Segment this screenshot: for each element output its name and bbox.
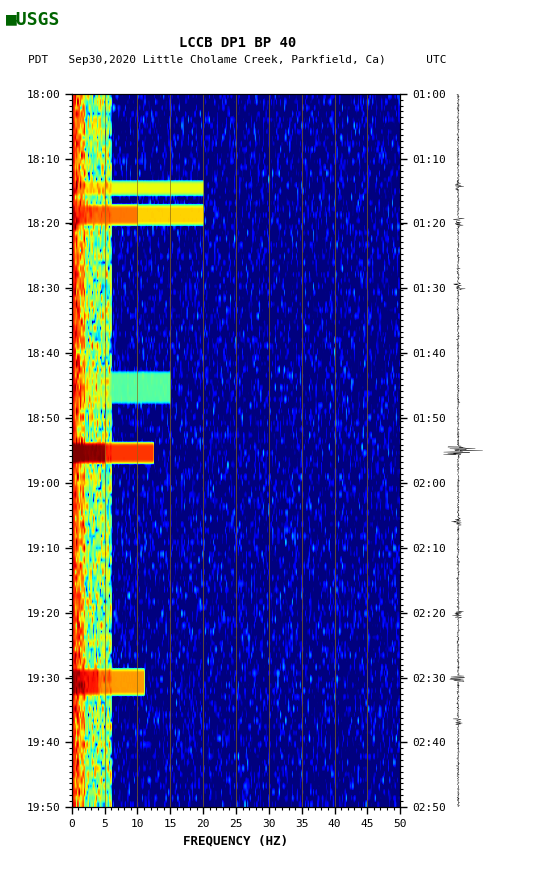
- Text: PDT   Sep30,2020 Little Cholame Creek, Parkfield, Ca)      UTC: PDT Sep30,2020 Little Cholame Creek, Par…: [28, 54, 447, 65]
- Text: ■USGS: ■USGS: [6, 11, 60, 29]
- Text: LCCB DP1 BP 40: LCCB DP1 BP 40: [179, 36, 296, 50]
- X-axis label: FREQUENCY (HZ): FREQUENCY (HZ): [183, 835, 289, 847]
